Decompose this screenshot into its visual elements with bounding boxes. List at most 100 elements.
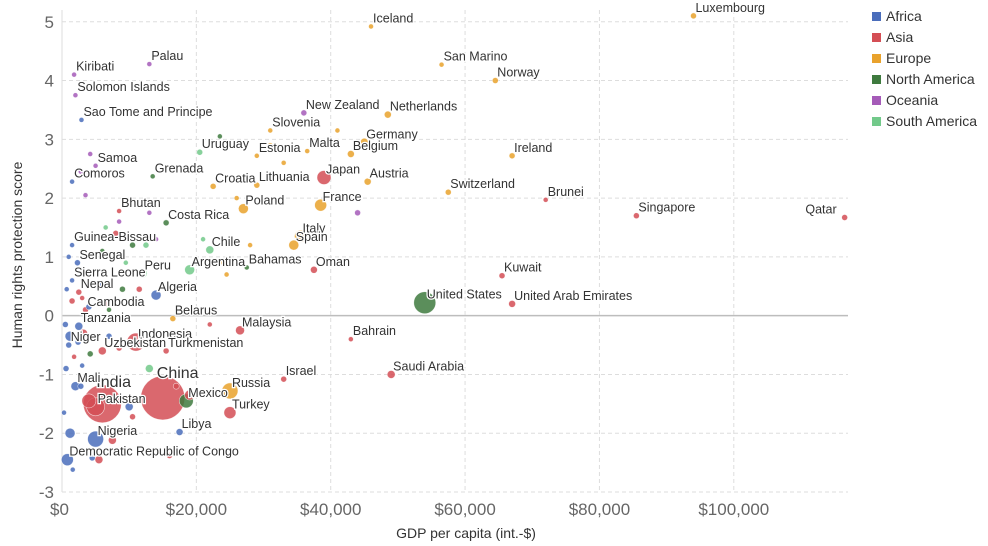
point-label: Iceland — [373, 11, 413, 25]
data-point — [74, 259, 81, 267]
point-label: New Zealand — [306, 98, 380, 112]
data-point — [137, 268, 148, 279]
point-label: Costa Rica — [168, 208, 229, 222]
point-label: Uzbekistan — [104, 336, 166, 350]
data-point — [81, 393, 97, 409]
point-label: Malaysia — [242, 315, 291, 329]
data-point — [150, 289, 162, 301]
data-point — [288, 239, 300, 251]
data-point — [79, 295, 85, 301]
point-label: Nigeria — [98, 424, 138, 438]
data-point — [71, 71, 77, 78]
point-label: China — [157, 365, 199, 382]
point-label: Bahamas — [249, 252, 302, 266]
data-point — [61, 409, 67, 416]
data-point — [316, 170, 332, 185]
data-point — [119, 285, 126, 293]
data-point — [149, 173, 156, 180]
point-label: San Marino — [444, 50, 508, 64]
point-label: Switzerland — [450, 177, 515, 191]
point-label: Grenada — [155, 161, 204, 175]
legend-entry: North America — [886, 71, 975, 87]
point-label: India — [96, 374, 131, 391]
data-point — [88, 454, 96, 462]
data-point — [95, 280, 103, 287]
data-point — [72, 92, 79, 99]
data-point — [310, 266, 318, 274]
y-axis-ticks: -3 -2 -1 0 1 2 3 4 5 — [39, 13, 54, 502]
data-point — [63, 286, 70, 293]
point-label: Luxembourg — [695, 1, 765, 15]
data-point — [65, 341, 73, 349]
data-point — [267, 142, 274, 148]
data-point — [184, 389, 195, 401]
point-label: Indonesia — [138, 327, 192, 341]
data-point — [69, 466, 76, 473]
x-axis-title: GDP per capita (int.-$) — [396, 525, 536, 541]
y-tick-label: -3 — [39, 483, 54, 502]
point-label: Israel — [286, 364, 317, 378]
point-label: Turkey — [232, 398, 270, 412]
data-point — [175, 428, 184, 436]
data-point — [221, 382, 239, 400]
data-point — [223, 271, 230, 278]
data-point — [498, 272, 506, 279]
data-point — [69, 242, 75, 248]
data-point — [135, 285, 143, 293]
x-tick-label: $40,000 — [300, 500, 361, 519]
grid-lines — [61, 10, 848, 493]
data-point — [74, 338, 82, 346]
legend-swatch — [872, 96, 881, 105]
data-point — [304, 148, 311, 154]
point-label: Pakistan — [98, 392, 146, 406]
y-tick-label: 3 — [45, 130, 54, 149]
data-point — [140, 375, 186, 421]
data-point — [238, 203, 249, 214]
y-tick-label: -1 — [39, 365, 54, 384]
data-point — [386, 370, 396, 379]
data-point — [280, 375, 287, 383]
point-label: Comoros — [74, 167, 125, 181]
point-label: Algeria — [158, 280, 197, 294]
point-label: Oman — [316, 255, 350, 269]
point-label: Russia — [232, 376, 270, 390]
data-point — [123, 259, 129, 266]
data-point — [444, 188, 452, 196]
data-point — [217, 133, 223, 140]
data-point — [413, 291, 437, 315]
data-point — [360, 137, 369, 147]
data-point — [247, 242, 253, 248]
point-label: Japan — [326, 163, 360, 177]
legend: Africa Asia Europe North America Oceania Sout… — [872, 8, 977, 129]
data-point — [65, 254, 72, 260]
data-point — [129, 413, 136, 421]
x-tick-label: $80,000 — [569, 500, 630, 519]
point-label: Poland — [245, 194, 284, 208]
data-point — [79, 328, 88, 338]
legend-entry: Africa — [886, 8, 922, 24]
data-point — [184, 264, 195, 276]
data-point — [99, 248, 106, 254]
data-point — [172, 382, 180, 390]
legend-entry: South America — [886, 113, 977, 129]
point-label: Saudi Arabia — [393, 359, 464, 373]
data-point — [220, 259, 227, 266]
data-point — [84, 271, 91, 278]
data-point — [64, 330, 76, 342]
point-label: Niger — [71, 330, 101, 344]
point-label: Uruguay — [202, 137, 250, 151]
data-point — [280, 160, 287, 166]
data-point — [112, 230, 120, 237]
data-point — [69, 178, 75, 185]
data-points — [61, 12, 848, 473]
data-point — [98, 346, 107, 356]
legend-swatch — [872, 117, 881, 126]
data-point — [314, 198, 327, 212]
point-label: Belgium — [353, 139, 398, 153]
data-point — [71, 354, 77, 360]
data-point — [200, 236, 206, 243]
data-point — [438, 61, 445, 68]
data-point — [82, 192, 89, 198]
data-point — [62, 365, 70, 372]
data-point — [87, 430, 104, 448]
